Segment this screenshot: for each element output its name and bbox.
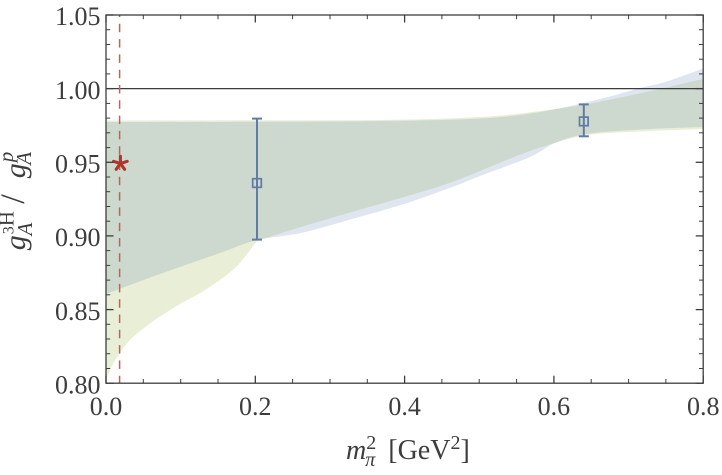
svg-text:0.85: 0.85 — [55, 297, 101, 326]
svg-text:0.0: 0.0 — [90, 392, 123, 421]
svg-text:g3HA/gpA: g3HA/gpA — [0, 152, 37, 250]
svg-text:0.8: 0.8 — [687, 392, 720, 421]
svg-text:0.95: 0.95 — [55, 150, 101, 179]
svg-text:1.00: 1.00 — [55, 76, 101, 105]
svg-text:0.4: 0.4 — [388, 392, 421, 421]
svg-text:0.6: 0.6 — [538, 392, 571, 421]
svg-text:0.80: 0.80 — [55, 370, 101, 399]
svg-text:m2π [GeV2]: m2 π [GeV2] — [346, 432, 470, 471]
svg-text:0.2: 0.2 — [239, 392, 272, 421]
svg-text:1.05: 1.05 — [55, 2, 101, 31]
svg-text:0.90: 0.90 — [55, 223, 101, 252]
